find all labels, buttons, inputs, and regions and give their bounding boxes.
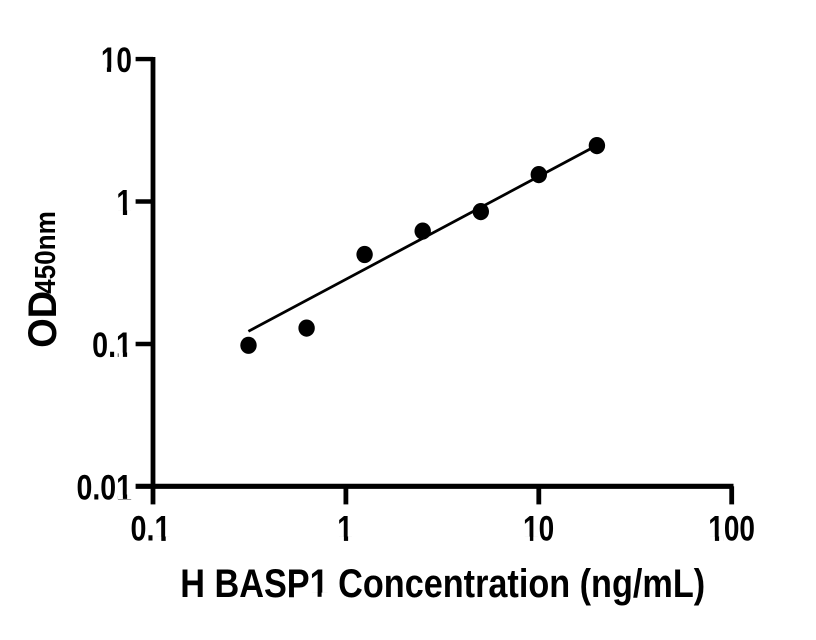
svg-text:0.01: 0.01 — [77, 468, 132, 507]
svg-text:450nm: 450nm — [29, 211, 62, 294]
svg-text:0.1: 0.1 — [131, 509, 171, 548]
svg-text:OD: OD — [21, 291, 65, 348]
svg-text:10: 10 — [523, 508, 554, 548]
svg-text:1: 1 — [116, 182, 132, 222]
svg-text:0.1: 0.1 — [92, 325, 132, 364]
svg-text:10: 10 — [101, 40, 132, 80]
svg-text:100: 100 — [708, 508, 755, 548]
svg-text:H BASP1 Concentration (ng/mL): H BASP1 Concentration (ng/mL) — [180, 560, 705, 605]
svg-text:1: 1 — [337, 508, 353, 548]
